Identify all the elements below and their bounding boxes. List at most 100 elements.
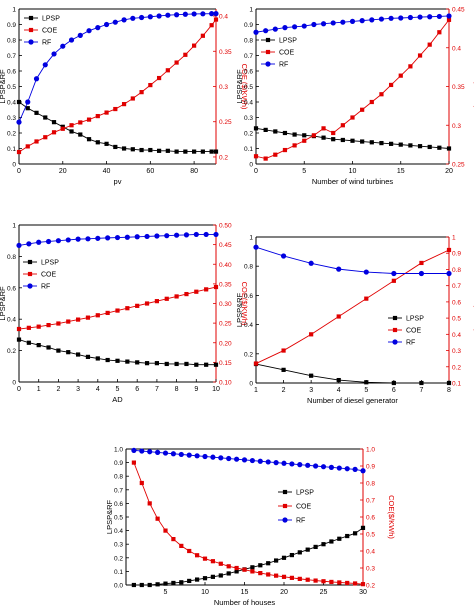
legend-label: COE [279,50,295,57]
y-left-tick-label: 1 [12,223,16,230]
data-point-lpsp [281,555,287,560]
x-axis-title: AD [112,395,123,404]
y-right-tick-label: 0.2 [452,364,461,371]
data-point-rf [253,244,259,250]
data-point-coe [60,126,65,131]
data-point-lpsp [408,143,413,148]
data-point-coe [209,23,214,28]
data-point-lpsp [171,580,176,586]
y-left-tick-label: 0.7 [7,53,16,60]
data-point-coe [154,299,159,304]
data-point-coe [51,130,57,135]
data-point-rf [265,459,271,465]
data-point-rf [391,270,397,277]
data-point-rf [340,19,346,25]
y-right-tick-label: 0.30 [219,301,232,308]
data-point-rf [257,458,263,464]
legend-marker [392,327,398,333]
data-point-lpsp [336,377,341,383]
data-point-lpsp [313,544,318,550]
data-point-rf [183,232,190,238]
data-point-coe [213,17,219,22]
legend: LPSP COE RF [261,38,297,69]
y-left-tick-label: 0.8 [114,474,123,481]
data-point-rf [427,14,433,20]
data-point-rf [418,270,425,277]
y-right-tick-label: 0.2 [219,154,228,161]
data-point-rf [60,43,66,49]
data-point-coe [353,581,358,586]
y-right-tick-label: 1.0 [366,447,375,454]
data-point-coe [258,571,263,576]
data-point-lpsp [321,135,326,140]
data-point-rf [26,241,32,247]
legend-marker [265,49,271,55]
data-point-coe [309,332,314,337]
y-right-tick-label: 0.25 [219,119,232,126]
data-point-coe [165,68,170,73]
y-left-tick-label: 0.6 [244,69,253,76]
data-point-lpsp [26,340,31,345]
data-point-lpsp [364,380,369,385]
data-point-coe [282,147,288,153]
y-right-tick-label: 0.7 [366,498,375,505]
data-point-lpsp [46,345,51,350]
data-point-coe [226,564,231,569]
data-point-lpsp [337,536,342,541]
legend-label: RF [296,518,305,525]
data-point-rf [210,454,216,460]
data-point-rf [289,461,295,467]
data-point-lpsp [263,127,268,132]
data-point-coe [104,110,109,115]
series-line-rf [133,449,364,472]
y-left-tick-label: 0.5 [114,515,123,522]
data-point-coe [274,573,279,578]
x-tick-label: 3 [309,387,313,394]
y-right-tick-label: 0.50 [219,223,232,230]
data-point-coe [179,543,184,548]
data-point-rf [282,25,288,31]
y-left-tick-label: 0.7 [114,487,123,494]
data-point-coe [218,561,223,566]
data-point-lpsp [131,582,136,588]
data-point-coe [302,138,307,143]
data-point-lpsp [281,367,286,372]
legend-marker [265,37,271,43]
legend-marker [28,39,34,45]
data-point-coe [78,120,83,125]
x-tick-label: 8 [175,386,179,393]
data-point-lpsp [78,132,83,137]
data-point-lpsp [226,571,231,576]
data-point-lpsp [369,140,374,145]
data-point-coe [139,480,144,486]
data-point-rf [446,270,452,277]
data-point-rf [311,21,317,28]
data-point-coe [408,64,413,69]
x-tick-label: 6 [392,387,396,394]
y-right-tick-label: 0.4 [366,549,375,556]
data-point-rf [344,466,350,472]
data-point-coe [253,154,259,159]
y-left-tick-label: 0.7 [244,53,253,60]
y-left-tick-label: 0.4 [7,100,16,107]
data-point-coe [364,296,369,301]
data-point-coe [437,30,442,35]
legend-label: COE [296,504,312,511]
data-point-rf [388,15,394,21]
data-point-lpsp [86,137,92,142]
data-point-lpsp [417,144,423,149]
data-point-lpsp [104,141,109,146]
y-left-tick-label: 0.8 [244,264,253,271]
y-left-tick-label: 0.8 [244,38,253,45]
series-line-lpsp [255,363,449,384]
legend-marker [27,271,33,277]
x-tick-label: 15 [241,589,249,596]
data-point-rf [147,449,153,455]
data-point-rf [359,18,365,24]
data-point-rf [301,23,307,29]
data-point-lpsp [43,115,48,120]
data-point-rf [436,13,442,20]
x-tick-label: 1 [254,387,258,394]
data-point-lpsp [329,539,334,544]
data-point-coe [76,317,81,322]
